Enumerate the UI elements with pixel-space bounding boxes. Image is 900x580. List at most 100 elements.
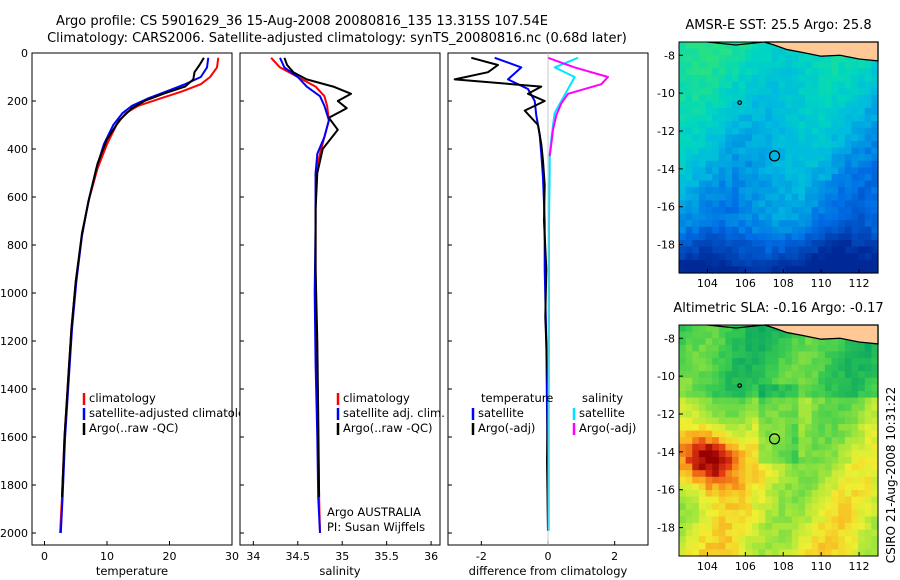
sst_map-cell — [838, 193, 846, 201]
sla_map-cell — [692, 391, 700, 399]
sla_map-cell — [751, 424, 760, 432]
sla_map-cell — [685, 325, 693, 333]
sla_map-cell — [745, 529, 753, 537]
sst_map-cell — [778, 167, 786, 175]
sla_map-cell — [871, 384, 879, 392]
sla_map-cell — [798, 430, 806, 438]
sst_map-cell — [771, 180, 780, 188]
sst_map-cell — [751, 266, 760, 274]
sst_map-cell — [765, 147, 773, 155]
sst_map-cell — [765, 259, 773, 267]
sla_map-cell — [698, 437, 707, 445]
sla_map-cell — [851, 397, 859, 405]
sla_map-cell — [844, 391, 853, 399]
sst_map-cell — [758, 240, 766, 248]
sla_map-cell — [785, 476, 793, 484]
sla_map-cell — [698, 364, 707, 372]
sst_map-cell — [725, 246, 733, 254]
sla_map-cell — [871, 496, 879, 504]
sla_map-cell — [685, 351, 693, 359]
sst_map-cell — [765, 266, 773, 274]
sla_map-cell — [738, 331, 746, 339]
sst_map-cell — [778, 193, 786, 201]
sst_map-cell — [725, 114, 733, 122]
sla_map-cell — [771, 509, 780, 517]
sst_map-cell — [824, 220, 833, 228]
sla_map-cell — [838, 377, 846, 385]
sst_map-cell — [858, 141, 866, 149]
temp-legend-entry: satellite-adjusted climatolog — [89, 406, 252, 420]
sst_map-cell — [725, 147, 733, 155]
sst_map-xtick-label: 110 — [811, 277, 832, 290]
sla_map-cell — [785, 523, 793, 531]
depth-tick-label: 1800 — [0, 479, 28, 492]
sst_map-cell — [831, 121, 839, 129]
temperature-xtick-label: 30 — [225, 550, 239, 563]
sst_map-cell — [785, 147, 793, 155]
sst_map-cell — [798, 61, 806, 69]
sla_map-xtick-label: 104 — [697, 560, 718, 573]
sla_map-cell — [798, 476, 806, 484]
sst_map-cell — [705, 226, 713, 234]
sst_map-cell — [698, 187, 707, 195]
sla_map-cell — [712, 450, 720, 458]
sla_map-cell — [864, 476, 872, 484]
sla_map-cell — [698, 523, 707, 531]
sst_map-cell — [758, 213, 766, 221]
sst_map-cell — [692, 193, 700, 201]
sla_map-cell — [805, 410, 813, 418]
sst_map-cell — [712, 207, 720, 215]
sst_map-cell — [745, 94, 753, 102]
sst_map-cell — [712, 55, 720, 63]
sst_map-cell — [685, 127, 693, 135]
sla_map-cell — [858, 483, 866, 491]
sla_map-cell — [712, 351, 720, 359]
sst_map-cell — [712, 200, 720, 208]
sst_map-cell — [811, 127, 819, 135]
sst_map-cell — [718, 220, 727, 228]
sst_map-cell — [871, 134, 879, 142]
sst_map-cell — [692, 134, 700, 142]
sst_map-cell — [692, 108, 700, 116]
sst_map-cell — [698, 101, 707, 109]
sla_map-cell — [824, 358, 833, 366]
sst_map-cell — [685, 147, 693, 155]
sla_map-cell — [738, 450, 746, 458]
sst_map-cell — [785, 68, 793, 76]
sst_map-cell — [831, 81, 839, 89]
sla_map-cell — [838, 503, 846, 511]
sla_map-cell — [725, 351, 733, 359]
sst_map-cell — [751, 187, 760, 195]
sla_map-cell — [692, 496, 700, 504]
sla_map-cell — [725, 549, 733, 557]
sla_map-cell — [844, 509, 853, 517]
sst_map-cell — [745, 180, 753, 188]
sst_map-cell — [685, 253, 693, 261]
sst_map-cell — [765, 127, 773, 135]
sla_map-cell — [805, 397, 813, 405]
sla_map-cell — [844, 377, 853, 385]
sla_map-cell — [858, 377, 866, 385]
sla_map-cell — [838, 344, 846, 352]
sst_map-cell — [818, 114, 826, 122]
sla_map-cell — [858, 430, 866, 438]
sst_map-cell — [751, 226, 760, 234]
sla_map-cell — [811, 437, 819, 445]
sst_map-cell — [864, 167, 872, 175]
sla_map-cell — [858, 509, 866, 517]
sla_map-cell — [811, 490, 819, 498]
sst_map-cell — [798, 180, 806, 188]
sst_map-cell — [745, 154, 753, 162]
sst_map-cell — [778, 213, 786, 221]
sla_map-cell — [851, 371, 859, 379]
sst_map-cell — [871, 101, 879, 109]
sst_map-cell — [725, 266, 733, 274]
sla_map-cell — [698, 450, 707, 458]
sla_map-cell — [685, 358, 693, 366]
sla_map-cell — [692, 470, 700, 478]
sst_map-cell — [838, 246, 846, 254]
sst_map-cell — [751, 240, 760, 248]
sst_map-cell — [698, 147, 707, 155]
sst_map-cell — [765, 121, 773, 129]
sst_map-cell — [692, 253, 700, 261]
